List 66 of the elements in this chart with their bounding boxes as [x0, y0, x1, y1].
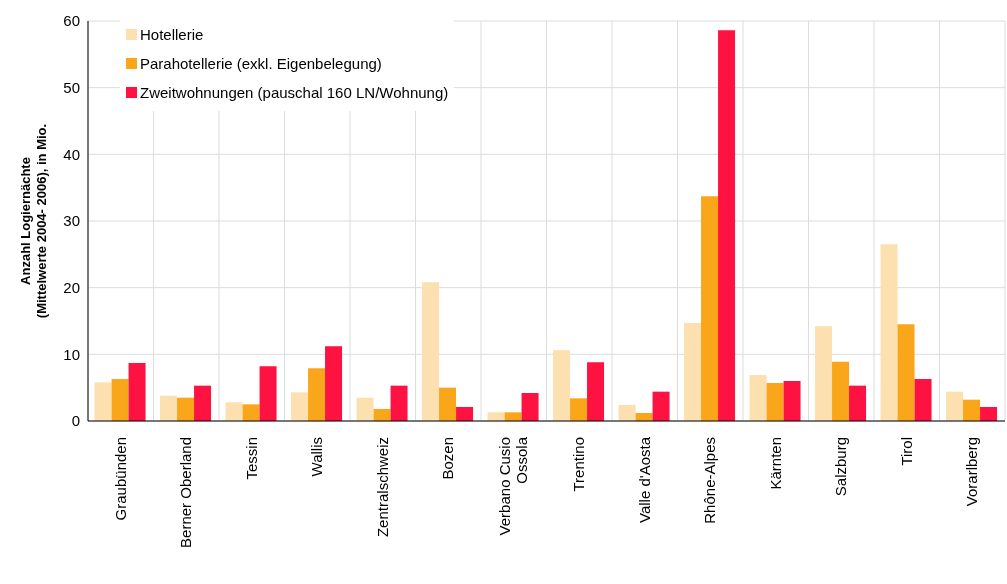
bar [259, 366, 277, 421]
bar [701, 196, 719, 421]
bar [553, 350, 571, 421]
bar [160, 395, 178, 421]
x-tick-label: Wallis [308, 437, 326, 477]
bar [521, 393, 539, 421]
bar [242, 404, 260, 421]
bar [849, 385, 867, 421]
bar [308, 368, 326, 421]
bar [766, 383, 784, 421]
bar [456, 407, 474, 421]
bar [815, 326, 833, 421]
bar [832, 361, 850, 421]
bar [422, 282, 440, 421]
bar [914, 379, 932, 421]
x-tick-label: Graubünden [111, 437, 129, 521]
bar [718, 30, 736, 421]
bar [390, 385, 408, 421]
x-tick-label: Kärnten [766, 437, 784, 490]
legend-label: Zweitwohnungen (pauschal 160 LN/Wohnung) [140, 83, 449, 103]
y-tick-label: 50 [63, 78, 80, 96]
bar [356, 397, 374, 421]
legend-label: Parahotellerie (exkl. Eigenbelegung) [140, 54, 382, 74]
bar [177, 397, 195, 421]
y-tick-label: 20 [63, 278, 80, 296]
x-tick-label: Verbano Cusio Ossola [496, 436, 531, 536]
y-tick-label: 40 [63, 145, 80, 163]
x-tick-label: Salzburg [832, 437, 850, 497]
bar [225, 402, 243, 421]
x-tick-label: Trentino [570, 437, 588, 492]
bar [128, 363, 146, 421]
bar [587, 362, 605, 421]
bar [980, 407, 998, 421]
x-tick-label: Valle d'Aosta [635, 436, 653, 523]
y-tick-label: 0 [71, 412, 80, 430]
y-tick-label: 30 [63, 212, 80, 230]
legend-label: Hotellerie [140, 25, 204, 45]
x-tick-label: Vorarlberg [963, 437, 981, 507]
bar [880, 244, 898, 421]
x-tick-label: Zentralschweiz [373, 437, 391, 538]
bar [652, 391, 670, 421]
bar [291, 392, 309, 421]
bar [783, 381, 801, 421]
bar [94, 382, 112, 421]
bar [684, 323, 702, 421]
bar [111, 379, 129, 421]
bar [325, 346, 343, 421]
bar [618, 405, 636, 421]
x-tick-label: Tirol [897, 437, 915, 466]
bar [373, 409, 391, 421]
bar [194, 385, 212, 421]
x-tick-label: Bozen [439, 437, 457, 480]
bar [504, 412, 522, 421]
x-tick-label: Berner Oberland [177, 437, 195, 548]
bar [487, 412, 505, 421]
bar [570, 398, 588, 421]
bar [439, 387, 457, 421]
bar [897, 324, 915, 421]
x-tick-label: Tessin [242, 437, 260, 480]
y-axis-title: Anzahl Logiernächte (Mittelwerte 2004- 2006), in Mio. [18, 123, 49, 319]
bar [749, 375, 767, 421]
y-tick-label: 10 [63, 345, 80, 363]
bar [946, 391, 964, 421]
x-tick-label: Rhône-Alpes [701, 437, 719, 524]
bar [963, 399, 981, 421]
y-tick-label: 60 [63, 12, 80, 30]
